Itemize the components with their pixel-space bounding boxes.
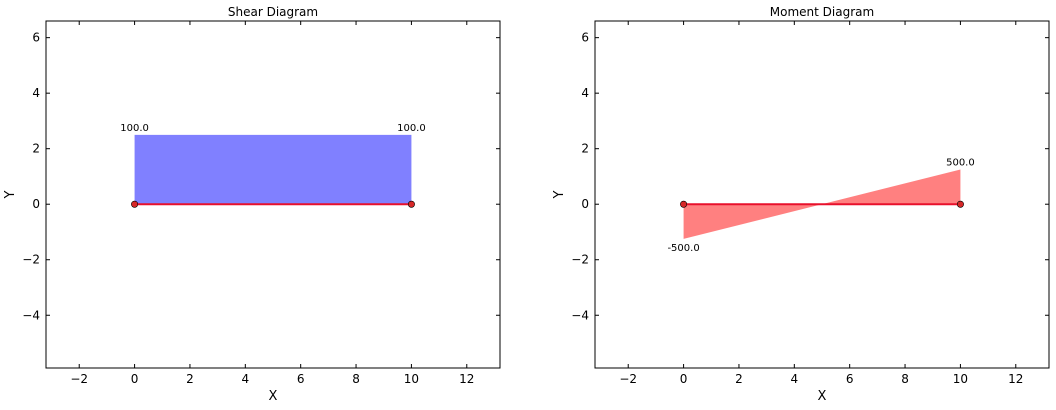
y-tick-label: 4 — [581, 86, 589, 100]
data-label-1: -500.0 — [667, 243, 699, 254]
chart-title: Moment Diagram — [770, 5, 874, 19]
beam-node-1 — [680, 200, 688, 208]
chart-panel-2: Moment Diagram X Y -500.0 500.0 −2 0 2 4 6 8 10 12 −4… — [552, 5, 1050, 404]
x-tick-label: 2 — [186, 372, 194, 386]
x-tick-label: −2 — [70, 372, 88, 386]
data-label-1: 100.0 — [120, 123, 149, 134]
x-tick-label: 6 — [846, 372, 854, 386]
x-tick-label: −2 — [619, 372, 637, 386]
x-tick-label: 0 — [131, 372, 139, 386]
y-axis-label: Y — [552, 190, 567, 199]
y-tick-label: −2 — [571, 253, 589, 267]
x-tick-label: 10 — [404, 372, 419, 386]
x-tick-label: 0 — [680, 372, 688, 386]
data-label-2: 100.0 — [397, 123, 426, 134]
x-axis-label: X — [818, 389, 827, 404]
beam-node-1 — [131, 200, 139, 208]
beam-node-2 — [407, 200, 415, 208]
y-tick-label: 2 — [32, 142, 40, 156]
chart-title: Shear Diagram — [228, 5, 318, 19]
y-tick-label: 6 — [581, 31, 589, 45]
y-tick-label: −2 — [22, 253, 40, 267]
x-axis-label: X — [269, 389, 278, 404]
x-tick-label: 12 — [1008, 372, 1023, 386]
y-tick-label: 0 — [32, 197, 40, 211]
x-tick-label: 4 — [241, 372, 249, 386]
y-tick-label: 4 — [32, 86, 40, 100]
y-tick-label: −4 — [22, 308, 40, 322]
plot-frame — [594, 20, 1050, 369]
x-tick-label: 6 — [297, 372, 305, 386]
y-tick-label: 0 — [581, 197, 589, 211]
data-label-2: 500.0 — [946, 158, 975, 169]
x-tick-label: 8 — [352, 372, 360, 386]
x-tick-label: 4 — [790, 372, 798, 386]
x-tick-label: 12 — [459, 372, 474, 386]
y-tick-label: −4 — [571, 308, 589, 322]
chart-panel-1: Shear Diagram X Y 100.0 100.0 −2 0 2 4 6 8 10 12 −4 −2… — [3, 5, 501, 404]
x-tick-label: 8 — [901, 372, 909, 386]
y-axis-label: Y — [3, 190, 18, 199]
x-tick-label: 10 — [953, 372, 968, 386]
plot-frame — [45, 20, 501, 369]
diagram-fill-area — [134, 134, 412, 205]
y-tick-label: 2 — [581, 142, 589, 156]
beam-node-2 — [956, 200, 964, 208]
x-tick-label: 2 — [735, 372, 743, 386]
y-tick-label: 6 — [32, 31, 40, 45]
